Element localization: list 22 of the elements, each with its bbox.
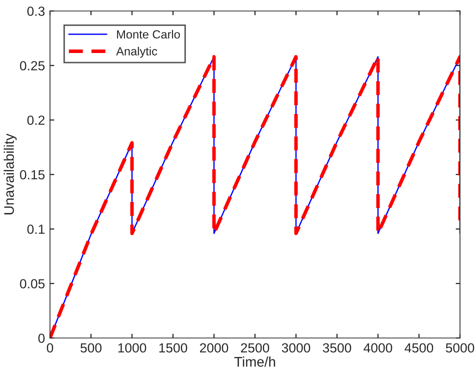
y-axis-title: Unavailability	[4, 134, 17, 214]
x-tick-label: 3000	[282, 343, 310, 353]
y-tick-label: 0.25	[20, 61, 45, 70]
x-tick-label: 2000	[200, 343, 228, 353]
x-tick-label: 500	[80, 343, 102, 353]
x-tick-label: 3500	[322, 343, 352, 353]
x-tick-label: 1500	[159, 343, 188, 353]
x-tick-label: 4000	[364, 343, 392, 353]
y-tick-label: 0.1	[27, 224, 44, 234]
y-tick-label: 0.05	[20, 279, 45, 288]
y-tick-label: 0.3	[27, 6, 45, 16]
x-tick-label: 2500	[240, 343, 270, 353]
y-tick-label: 0.15	[20, 170, 45, 180]
x-tick-label: 1000	[118, 343, 146, 353]
y-tick-label: 0	[38, 334, 45, 343]
x-tick-label: 4500	[404, 343, 434, 353]
x-tick-label: 0	[46, 343, 54, 353]
x-tick-label: 5000	[446, 343, 474, 353]
y-tick-label: 0.2	[27, 116, 44, 125]
x-axis-title: Time/h	[234, 356, 276, 367]
legend-label: Analytic	[116, 46, 158, 58]
legend-label: Monte Carlo	[117, 30, 180, 39]
